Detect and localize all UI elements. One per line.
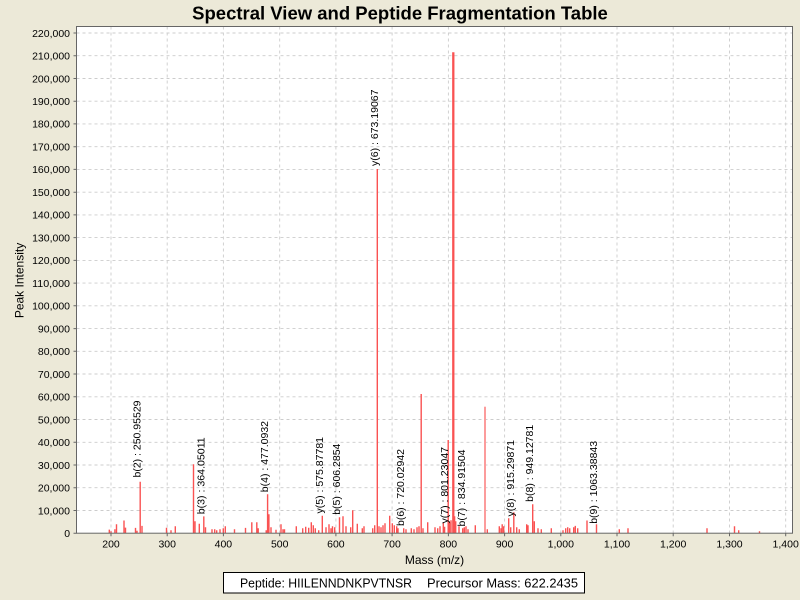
svg-text:70,000: 70,000 (38, 369, 70, 381)
svg-text:1,100: 1,100 (604, 539, 630, 551)
svg-text:Peak Intensity: Peak Intensity (12, 243, 26, 318)
svg-text:100,000: 100,000 (32, 301, 70, 313)
svg-text:50,000: 50,000 (38, 414, 70, 426)
svg-text:0: 0 (64, 528, 70, 540)
svg-text:400: 400 (215, 539, 233, 551)
svg-text:110,000: 110,000 (32, 278, 70, 290)
svg-text:160,000: 160,000 (32, 164, 70, 176)
svg-text:80,000: 80,000 (38, 346, 70, 358)
svg-text:300: 300 (158, 539, 176, 551)
svg-text:200,000: 200,000 (32, 73, 70, 85)
svg-text:210,000: 210,000 (32, 51, 70, 63)
svg-text:Precursor Mass: 622.2435: Precursor Mass: 622.2435 (427, 576, 578, 591)
svg-text:Mass (m/z): Mass (m/z) (405, 553, 464, 567)
svg-text:b(6) : 720.02942: b(6) : 720.02942 (395, 449, 407, 526)
svg-text:30,000: 30,000 (38, 460, 70, 472)
svg-text:800: 800 (440, 539, 458, 551)
svg-text:Spectral View and Peptide Frag: Spectral View and Peptide Fragmentation … (192, 3, 608, 24)
svg-text:900: 900 (496, 539, 514, 551)
svg-text:1,300: 1,300 (716, 539, 742, 551)
svg-text:170,000: 170,000 (32, 142, 70, 154)
svg-text:b(9) : 1063.38843: b(9) : 1063.38843 (588, 441, 600, 524)
svg-text:40,000: 40,000 (38, 437, 70, 449)
svg-text:y(8) : 915.29871: y(8) : 915.29871 (505, 440, 517, 517)
svg-text:Peptide: HIILENNDNKPVTNSR: Peptide: HIILENNDNKPVTNSR (240, 576, 412, 591)
svg-text:1,200: 1,200 (660, 539, 686, 551)
svg-text:120,000: 120,000 (32, 255, 70, 267)
svg-text:130,000: 130,000 (32, 232, 70, 244)
svg-text:y(5) : 575.87781: y(5) : 575.87781 (314, 437, 326, 514)
svg-text:200: 200 (102, 539, 120, 551)
svg-text:b(5) : 606.2854: b(5) : 606.2854 (331, 443, 343, 514)
svg-text:220,000: 220,000 (32, 28, 70, 40)
svg-text:500: 500 (271, 539, 289, 551)
svg-text:600: 600 (327, 539, 345, 551)
svg-text:y(6) : 673.19067: y(6) : 673.19067 (369, 89, 381, 166)
svg-text:20,000: 20,000 (38, 483, 70, 495)
svg-text:140,000: 140,000 (32, 210, 70, 222)
svg-text:y(7) : 801.23047: y(7) : 801.23047 (439, 447, 451, 524)
svg-text:60,000: 60,000 (38, 392, 70, 404)
svg-text:90,000: 90,000 (38, 323, 70, 335)
svg-text:b(8) : 949.12781: b(8) : 949.12781 (524, 425, 536, 502)
svg-text:1,400: 1,400 (773, 539, 799, 551)
svg-text:1,000: 1,000 (548, 539, 574, 551)
svg-text:b(3) : 364.05011: b(3) : 364.05011 (195, 437, 207, 514)
svg-text:b(4) : 477.0932: b(4) : 477.0932 (259, 421, 271, 492)
svg-text:b(2) : 250.95529: b(2) : 250.95529 (132, 400, 144, 477)
svg-text:10,000: 10,000 (38, 505, 70, 517)
svg-text:b(7) : 834.91504: b(7) : 834.91504 (456, 449, 468, 526)
svg-text:180,000: 180,000 (32, 119, 70, 131)
svg-text:150,000: 150,000 (32, 187, 70, 199)
svg-text:190,000: 190,000 (32, 96, 70, 108)
svg-text:700: 700 (383, 539, 401, 551)
